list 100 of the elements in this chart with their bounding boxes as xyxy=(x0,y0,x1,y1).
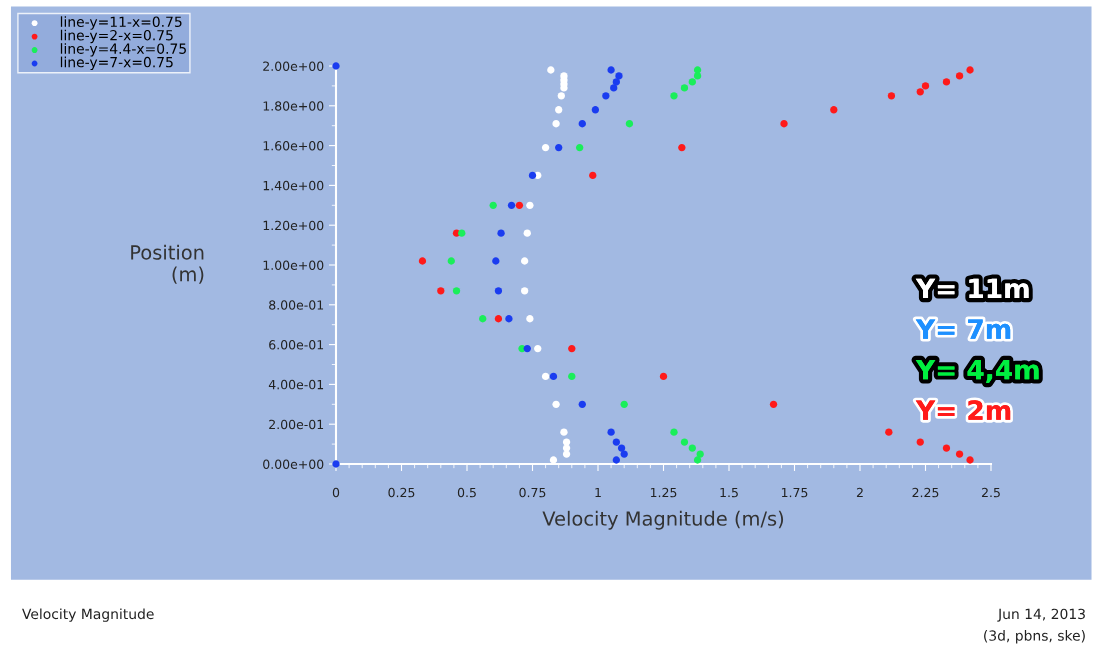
point xyxy=(670,428,678,436)
point xyxy=(562,450,571,458)
point xyxy=(885,428,893,436)
text: (3d, pbns, ske) xyxy=(984,630,1085,644)
point xyxy=(541,143,550,152)
point xyxy=(494,287,503,295)
point xyxy=(607,428,615,436)
point xyxy=(541,372,550,381)
y-tick-label: 1.60e+00 xyxy=(263,141,324,151)
point xyxy=(670,92,678,100)
point xyxy=(887,92,896,100)
point xyxy=(688,78,696,86)
y-tick-label: 2.00e-01 xyxy=(269,419,324,430)
point xyxy=(615,72,623,80)
x-tick-label: 0.75 xyxy=(519,487,546,498)
point xyxy=(769,400,778,408)
point xyxy=(591,106,600,114)
point xyxy=(568,344,576,353)
point xyxy=(489,201,497,209)
point xyxy=(955,450,964,458)
y-tick-label: 6.00e-01 xyxy=(269,340,324,350)
point xyxy=(921,82,930,90)
y-axis-title: Position (m) xyxy=(131,244,204,284)
point xyxy=(680,438,689,446)
x-tick-label: 2.25 xyxy=(912,487,939,498)
point xyxy=(620,450,628,458)
point xyxy=(547,66,555,74)
point xyxy=(552,400,560,408)
y-tick-label: 4.00e-01 xyxy=(268,379,324,390)
point xyxy=(625,120,634,128)
x-tick-label: 0.5 xyxy=(457,487,476,498)
point xyxy=(447,257,455,265)
point xyxy=(552,120,560,128)
point xyxy=(578,120,586,128)
x-tick-label: 0 xyxy=(332,487,340,498)
point xyxy=(562,444,571,452)
point xyxy=(528,171,537,180)
point xyxy=(520,257,529,265)
text: Velocity Magnitude xyxy=(22,608,154,622)
point xyxy=(589,171,597,180)
y-tick-label: 2.00e+00 xyxy=(263,61,324,71)
point xyxy=(610,84,618,92)
point xyxy=(680,84,689,92)
point xyxy=(578,400,586,408)
point xyxy=(693,72,702,80)
y-tick-label: 1.80e+00 xyxy=(263,101,324,111)
point xyxy=(575,143,584,152)
point xyxy=(520,287,529,295)
point xyxy=(332,460,340,468)
legend-label: line-y=7-x=0.75 xyxy=(60,56,173,71)
legend-label: line-y=11-x=0.75 xyxy=(60,16,182,30)
point xyxy=(507,201,516,209)
point xyxy=(418,257,427,265)
point xyxy=(555,143,563,152)
x-tick-label: 0.25 xyxy=(388,487,415,498)
point xyxy=(780,120,788,128)
annotation: Y= 2m xyxy=(915,400,1011,420)
x-tick-label: 2.5 xyxy=(981,487,1000,498)
point xyxy=(688,444,696,452)
point xyxy=(557,92,565,100)
x-tick-label: 1 xyxy=(595,488,601,498)
point xyxy=(607,66,615,74)
point xyxy=(966,456,974,464)
point xyxy=(452,287,461,295)
point xyxy=(562,438,571,446)
annotation: Y= 4,4m xyxy=(915,360,1039,383)
y-tick-label: 1.00e+00 xyxy=(263,260,324,270)
point xyxy=(617,444,626,452)
point xyxy=(612,456,621,464)
point xyxy=(523,344,531,353)
y-tick-label: 0.00e+00 xyxy=(263,459,324,469)
point xyxy=(966,66,974,74)
point xyxy=(560,428,568,436)
point xyxy=(693,456,702,464)
point xyxy=(458,229,466,237)
text: Jun 14, 2013 xyxy=(997,608,1085,622)
point xyxy=(555,106,563,114)
point xyxy=(942,444,951,452)
point xyxy=(612,78,621,86)
point xyxy=(602,92,610,100)
x-tick-label: 1.5 xyxy=(720,488,738,498)
point xyxy=(494,315,503,323)
legend-label: line-y=2-x=0.75 xyxy=(60,29,173,44)
point xyxy=(523,229,531,237)
point xyxy=(916,88,924,96)
x-axis-title: Velocity Magnitude (m/s) xyxy=(542,510,784,530)
y-tick-label: 1.20e+00 xyxy=(263,220,324,231)
point xyxy=(560,84,568,92)
point xyxy=(696,450,704,458)
point xyxy=(659,372,668,381)
point xyxy=(526,201,534,209)
point xyxy=(534,344,542,353)
y-tick-label: 8.00e-01 xyxy=(269,300,324,310)
point xyxy=(549,372,558,381)
legend-label: line-y=4.4-x=0.75 xyxy=(60,43,186,57)
point xyxy=(492,257,500,265)
point xyxy=(479,315,487,323)
point xyxy=(332,62,340,70)
annotation: Y= 7m xyxy=(915,319,1011,339)
point xyxy=(955,72,964,80)
